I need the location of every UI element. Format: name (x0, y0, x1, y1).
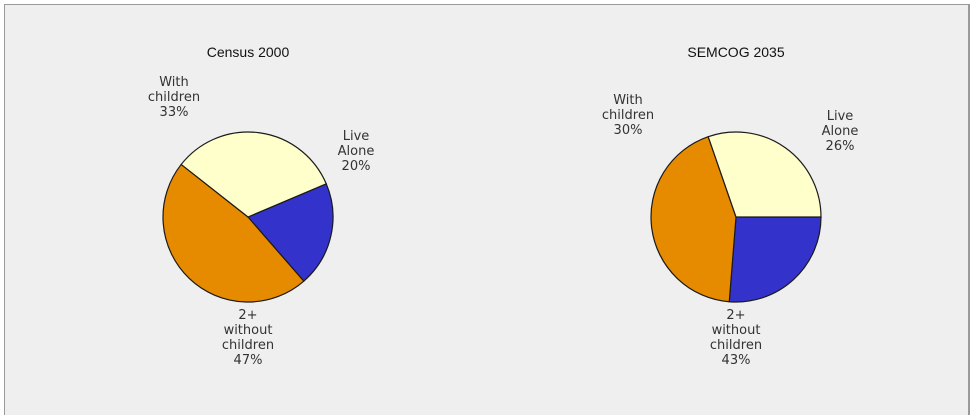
labels-census-2000: Live Alone 20%2+ without children 47%With chil… (148, 75, 374, 368)
slice-label-line: 47% (234, 353, 263, 368)
slice-label-with-children: With children 30% (602, 93, 654, 138)
slice-label-2-without-children: 2+ without children 43% (710, 308, 762, 368)
slice-label-line: Alone (822, 124, 859, 139)
pie-slice-with-children (180, 131, 328, 218)
slice-label-line: 20% (342, 159, 371, 174)
chart-title-semcog-2035: SEMCOG 2035 (687, 44, 784, 60)
slice-label-line: without (224, 323, 273, 338)
chart-title-census-2000: Census 2000 (207, 44, 290, 60)
labels-semcog-2035: Live Alone 26%2+ without children 43%With chil… (602, 93, 858, 368)
slice-label-line: children (222, 338, 274, 353)
slice-label-line: children (710, 338, 762, 353)
pie-slice-with-children (707, 131, 822, 218)
slice-label-line: without (712, 323, 761, 338)
slice-label-line: 43% (722, 353, 751, 368)
slice-label-line: 30% (614, 123, 643, 138)
pie-slice-2-without-children (162, 163, 305, 303)
slice-label-line: 2+ (726, 308, 745, 323)
slice-label-line: 2+ (238, 308, 257, 323)
pie-slice-2-without-children (650, 135, 737, 303)
slice-label-line: children (602, 108, 654, 123)
slice-label-live-alone: Live Alone 20% (338, 129, 375, 174)
slice-label-line: Alone (338, 144, 375, 159)
slice-label-line: children (148, 90, 200, 105)
slice-label-2-without-children: 2+ without children 47% (222, 308, 274, 368)
pie-census-2000 (162, 131, 334, 303)
slice-label-with-children: With children 33% (148, 75, 200, 120)
slice-label-line: Live (343, 129, 370, 144)
slice-label-line: With (613, 93, 643, 108)
slice-label-line: 26% (826, 139, 855, 154)
pie-semcog-2035 (650, 131, 822, 303)
pie-slice-live-alone (728, 216, 822, 303)
slice-label-line: With (159, 75, 189, 90)
slice-label-live-alone: Live Alone 26% (822, 109, 859, 154)
slice-label-line: 33% (160, 105, 189, 120)
slice-label-line: Live (827, 109, 854, 124)
